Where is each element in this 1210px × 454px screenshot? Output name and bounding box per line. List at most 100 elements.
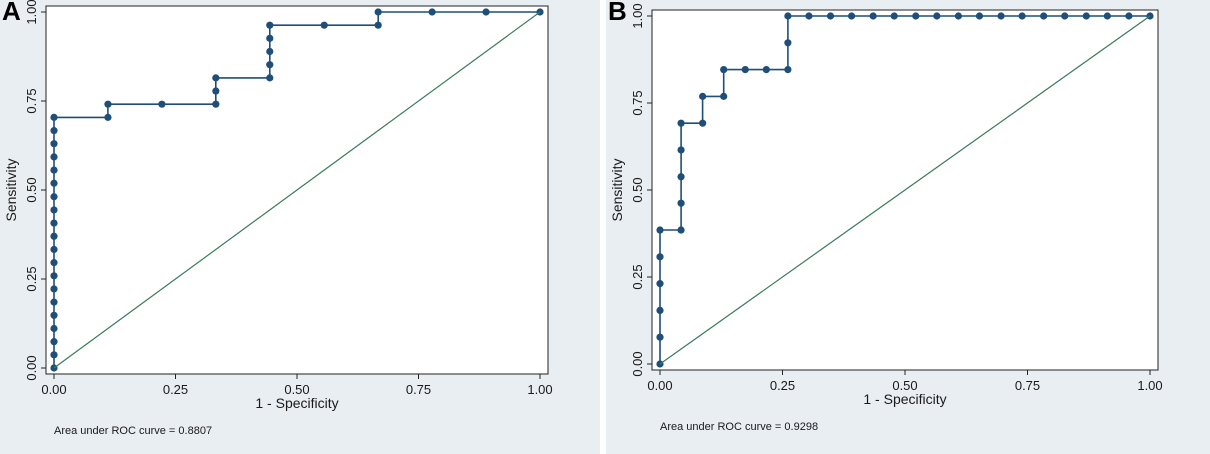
roc-point [890, 12, 898, 20]
roc-point [50, 245, 58, 254]
roc-point [1061, 12, 1069, 20]
y-tick-label: 0.50 [24, 177, 39, 202]
roc-point [954, 12, 963, 20]
roc-point [720, 65, 728, 74]
roc-point [826, 12, 835, 20]
y-axis-title: Sensitivity [609, 158, 625, 221]
roc-point [50, 311, 58, 319]
x-tick-label: 0.25 [770, 378, 795, 393]
roc-point [50, 126, 58, 135]
roc-point [699, 92, 707, 100]
roc-point [266, 47, 274, 56]
roc-point [374, 21, 382, 29]
roc-point [1125, 12, 1133, 20]
x-tick-label: 0.00 [647, 378, 672, 393]
y-tick-label: 0.00 [630, 351, 645, 376]
roc-point [50, 324, 58, 333]
roc-point [677, 146, 685, 154]
roc-point [320, 21, 328, 29]
roc-point [104, 100, 112, 108]
roc-point [50, 351, 58, 359]
roc-point [50, 232, 58, 240]
roc-point [656, 306, 664, 315]
roc-point [869, 12, 877, 20]
x-tick-label: 0.25 [163, 382, 188, 397]
panel-b: B 0.00 0.25 0.50 0.75 1.00 0.00 0.25 0.50 0.75 1.… [606, 0, 1210, 454]
roc-point [50, 206, 58, 214]
y-tick-label: 1.00 [24, 0, 39, 25]
roc-point [997, 12, 1005, 20]
y-tick-label: 0.75 [630, 90, 645, 115]
panel-b-letter: B [608, 0, 627, 26]
y-tick-label: 0.25 [24, 266, 39, 291]
roc-point [699, 119, 707, 127]
y-tick-label: 0.00 [24, 355, 39, 380]
roc-point [847, 12, 856, 20]
roc-point [50, 219, 58, 227]
roc-point [784, 12, 792, 20]
roc-chart-b: 0.00 0.25 0.50 0.75 1.00 0.00 0.25 0.50 0.75 1.00… [609, 3, 1163, 433]
roc-point [266, 21, 274, 29]
roc-point [212, 100, 220, 108]
roc-point [677, 173, 685, 181]
roc-point [266, 61, 274, 69]
x-tick-label: 0.50 [892, 378, 917, 393]
roc-point [50, 153, 58, 161]
roc-point [784, 39, 792, 47]
x-tick-label: 0.00 [41, 382, 66, 397]
roc-point [933, 12, 941, 20]
roc-point [50, 166, 58, 174]
roc-point [266, 74, 274, 82]
panel-a: A 0.00 0.25 0.50 0.75 1.00 0.00 0.25 0.50 0.75 1.… [0, 0, 600, 454]
roc-point [677, 119, 685, 127]
roc-point [784, 65, 792, 74]
auc-annotation: Area under ROC curve = 0.8807 [54, 425, 212, 437]
x-tick-label: 0.50 [284, 382, 309, 397]
roc-point [805, 12, 813, 20]
roc-point [50, 179, 58, 187]
roc-point [50, 113, 58, 121]
reference-line [659, 15, 1151, 365]
roc-point [50, 140, 58, 148]
roc-point [266, 34, 274, 42]
roc-point [1040, 12, 1048, 20]
roc-point [104, 113, 112, 121]
x-tick-label: 0.75 [1015, 378, 1040, 393]
roc-chart-a: 0.00 0.25 0.50 0.75 1.00 0.00 0.25 0.50 0.75 1.00… [3, 0, 553, 437]
roc-point [212, 87, 220, 95]
roc-point [1082, 12, 1090, 20]
x-axis-title: 1 - Specificity [255, 395, 338, 411]
y-tick-label: 0.50 [630, 177, 645, 202]
roc-point [212, 74, 220, 82]
roc-point [158, 100, 166, 108]
auc-annotation: Area under ROC curve = 0.9298 [660, 421, 818, 433]
roc-point [677, 226, 685, 234]
x-tick-label: 1.00 [527, 382, 552, 397]
y-tick-label: 0.25 [630, 264, 645, 289]
y-tick-label: 0.75 [24, 88, 39, 113]
roc-point [975, 12, 984, 20]
roc-point [428, 8, 436, 16]
roc-point [912, 12, 920, 20]
roc-point [656, 226, 664, 234]
roc-point [482, 8, 490, 16]
roc-point [50, 193, 58, 201]
roc-point [50, 338, 58, 346]
roc-point [656, 280, 664, 288]
y-tick-label: 1.00 [630, 3, 645, 28]
roc-point [374, 8, 382, 16]
roc-point [741, 65, 749, 74]
roc-point [762, 65, 770, 74]
roc-point [50, 298, 58, 306]
x-axis-title: 1 - Specificity [863, 391, 946, 407]
x-tick-label: 1.00 [1137, 378, 1162, 393]
x-tick-label: 0.75 [406, 382, 431, 397]
roc-point [50, 259, 58, 267]
panel-a-letter: A [2, 0, 21, 26]
roc-point [656, 333, 664, 341]
roc-point [656, 253, 664, 261]
roc-point [50, 285, 58, 293]
y-axis-title: Sensitivity [3, 158, 19, 221]
roc-point [1018, 12, 1026, 20]
